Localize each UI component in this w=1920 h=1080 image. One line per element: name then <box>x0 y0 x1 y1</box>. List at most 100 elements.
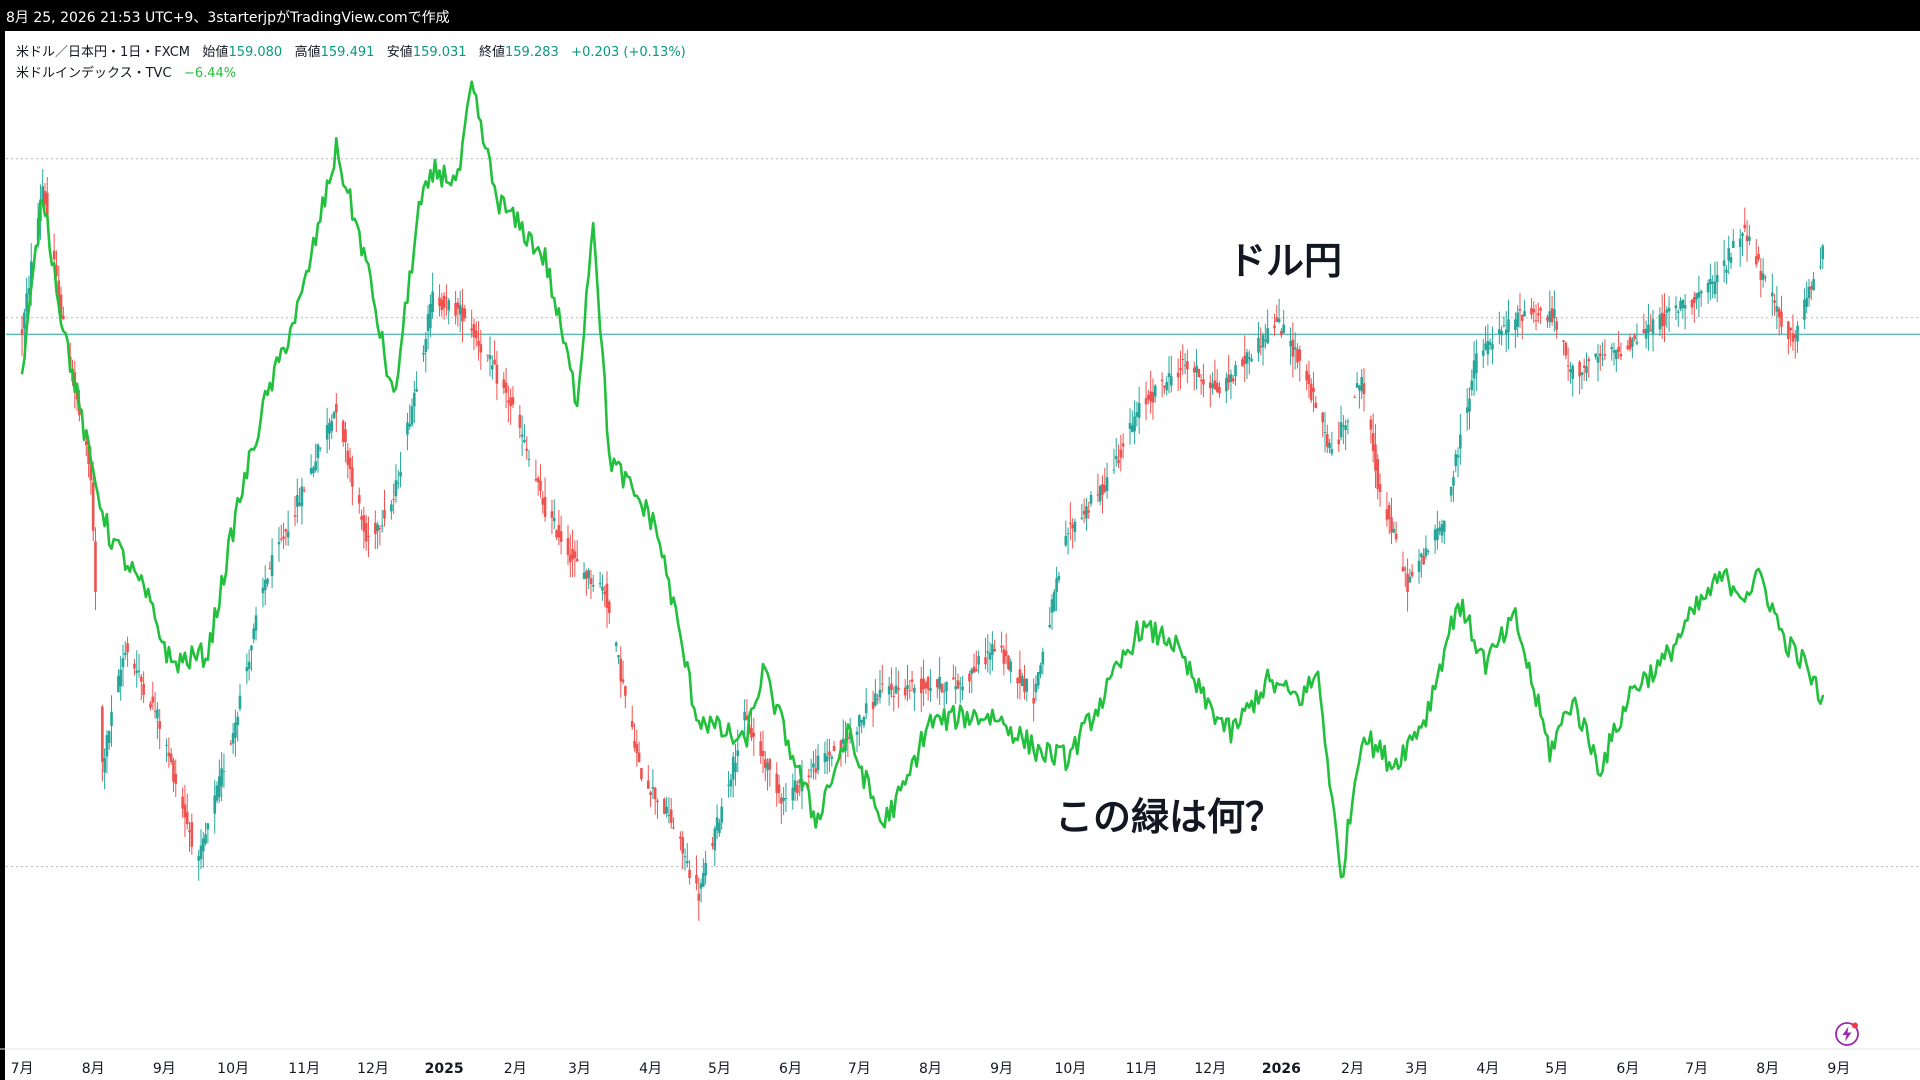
candle-body <box>970 669 974 674</box>
candle-body <box>495 364 499 384</box>
lightning-bolt-icon[interactable] <box>1833 1020 1861 1048</box>
time-axis-tick-label: 2月 <box>1341 1061 1364 1077</box>
dxy-compare-line <box>20 80 1825 879</box>
candle-body <box>766 762 769 771</box>
candle-body <box>1186 361 1189 370</box>
chart-legend: 米ドル／日本円・1日・FXCM 始値159.080 高値159.491 安値15… <box>16 42 686 84</box>
legend-main-symbol-row[interactable]: 米ドル／日本円・1日・FXCM 始値159.080 高値159.491 安値15… <box>16 42 686 63</box>
candle-body <box>1231 378 1235 382</box>
candle-body <box>1321 412 1324 423</box>
candle-body <box>1674 305 1678 309</box>
candle-body <box>1812 279 1815 291</box>
candle-body <box>1353 396 1357 398</box>
candle-body <box>1761 273 1765 280</box>
candle-body <box>945 681 948 692</box>
candle-body <box>250 645 253 651</box>
candle-body <box>715 817 719 831</box>
candle-body <box>504 382 508 393</box>
candle-body <box>1532 309 1536 313</box>
candle-body <box>952 677 955 680</box>
candle-body <box>1163 385 1166 388</box>
candle-body <box>45 192 49 218</box>
candle-body <box>1706 282 1710 293</box>
candle-body <box>704 863 707 876</box>
time-axis-tick-label: 6月 <box>1616 1061 1639 1077</box>
candle-body <box>396 482 400 484</box>
legend-compare-symbol: 米ドルインデックス・TVC <box>16 66 172 81</box>
candle-body <box>619 658 623 682</box>
candle-body <box>1147 395 1150 400</box>
candle-body <box>1796 325 1799 342</box>
candle-body <box>832 745 836 752</box>
candle-body <box>1025 678 1029 692</box>
candle-body <box>1410 571 1414 576</box>
time-axis-tick-label: 8月 <box>1756 1061 1779 1077</box>
candle-body <box>1809 286 1813 290</box>
candle-body <box>1004 650 1008 657</box>
candle-body <box>1821 245 1825 260</box>
candle-body <box>123 652 127 656</box>
candle-body <box>491 365 494 370</box>
candle-body <box>1016 677 1019 684</box>
legend-compare-symbol-row[interactable]: 米ドルインデックス・TVC −6.44% <box>16 63 686 84</box>
candle-body <box>296 495 299 507</box>
time-axis-tick-label: 9月 <box>1827 1061 1850 1077</box>
candle-body <box>1518 309 1522 311</box>
candle-body <box>25 293 28 312</box>
time-axis-tick-label: 9月 <box>990 1061 1013 1077</box>
candle-body <box>1585 366 1588 373</box>
candle-body <box>1039 665 1042 674</box>
candle-body <box>942 691 946 693</box>
candle-body <box>1741 233 1744 237</box>
candle-body <box>1571 365 1575 379</box>
candle-body <box>550 511 554 518</box>
candle-body <box>685 861 689 864</box>
candle-body <box>318 447 322 449</box>
candle-body <box>1516 312 1519 327</box>
candle-body <box>1103 485 1107 492</box>
candle-body <box>814 768 818 773</box>
candle-body <box>1245 352 1249 364</box>
candle-body <box>1748 236 1751 241</box>
candle-body <box>1693 297 1696 304</box>
candle-body <box>1807 286 1811 299</box>
candle-body <box>958 683 962 685</box>
candle-body <box>603 591 607 595</box>
candle-body <box>910 679 914 683</box>
candle-body <box>229 743 233 745</box>
time-axis-tick-label: 12月 <box>1194 1061 1226 1077</box>
candle-body <box>640 768 643 780</box>
candle-body <box>1436 528 1439 541</box>
candle-body <box>1376 459 1380 490</box>
candle-body <box>1020 675 1024 687</box>
candle-body <box>222 770 226 772</box>
candle-body <box>1183 364 1187 366</box>
candle-body <box>1057 575 1061 580</box>
candle-body <box>1819 266 1822 268</box>
candle-body <box>325 425 329 440</box>
candle-body <box>897 687 900 690</box>
candle-body <box>988 652 992 660</box>
candle-body <box>823 753 827 763</box>
candle-body <box>1628 337 1632 350</box>
candle-body <box>20 329 24 336</box>
candle-body <box>477 340 480 346</box>
candle-body <box>1018 669 1022 684</box>
candle-body <box>413 392 416 407</box>
time-axis-tick-label: 7月 <box>848 1061 871 1077</box>
candle-body <box>972 666 976 673</box>
candle-body <box>633 740 636 748</box>
candle-body <box>1555 321 1558 330</box>
candle-body <box>926 677 930 690</box>
candle-body <box>1433 529 1437 541</box>
time-axis-tick-label: 2026 <box>1262 1061 1301 1077</box>
candle-body <box>84 440 88 446</box>
candle-body <box>43 190 47 205</box>
candle-body <box>1612 350 1616 353</box>
candle-body <box>630 721 634 728</box>
candle-body <box>585 571 588 579</box>
candle-body <box>470 328 473 331</box>
candle-body <box>422 352 425 355</box>
candle-body <box>1291 339 1295 357</box>
